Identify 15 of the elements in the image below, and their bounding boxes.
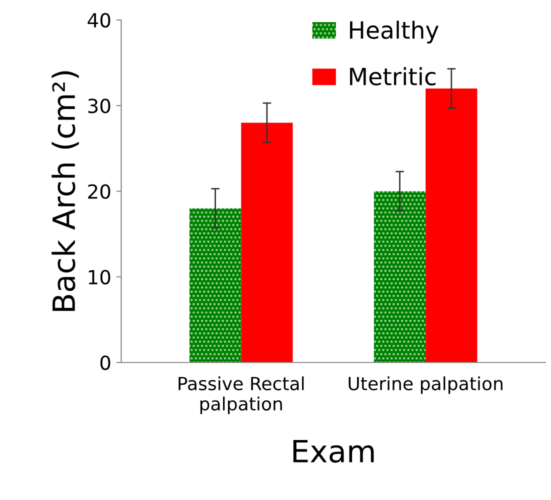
- legend-label: Healthy: [350, 20, 439, 44]
- bar: [374, 191, 426, 362]
- x-tick-label: Passive Rectal palpation: [178, 376, 304, 414]
- y-tick-label: 20: [88, 184, 110, 199]
- x-axis-title: Exam: [293, 440, 374, 463]
- bar: [241, 122, 293, 362]
- y-axis-title: Back Arch (cm²): [52, 71, 79, 311]
- y-tick-label: 30: [88, 98, 110, 114]
- y-tick-label: 40: [88, 12, 110, 28]
- y-tick-label: 0: [100, 355, 110, 370]
- bar: [189, 208, 242, 362]
- bar: [426, 88, 478, 362]
- legend-label: Metritic: [350, 67, 436, 86]
- y-tick-label: 10: [88, 270, 110, 285]
- x-tick-label: Uterine palpation: [348, 376, 502, 394]
